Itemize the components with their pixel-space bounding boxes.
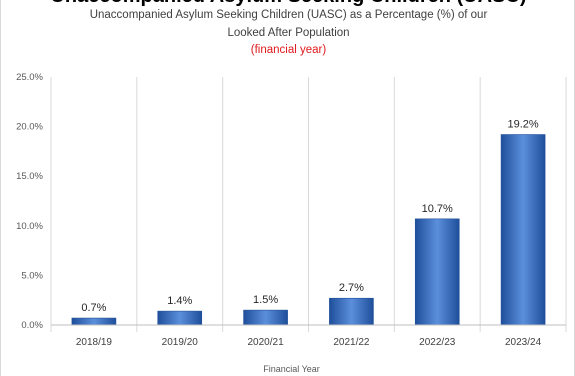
chart-title-line-2: Looked After Population xyxy=(227,27,350,39)
cut-off-heading: Unaccompanied Asylum Seeking Children (U… xyxy=(1,0,575,8)
x-tick-label: 2023/24 xyxy=(505,337,542,348)
bar xyxy=(157,310,203,326)
y-tick-label: 20.0% xyxy=(16,122,43,133)
bar xyxy=(329,297,374,326)
x-axis-title: Financial Year xyxy=(263,364,320,374)
y-tick-label: 25.0% xyxy=(16,72,43,83)
y-tick-label: 5.0% xyxy=(21,270,43,281)
x-tick-label: 2018/19 xyxy=(76,337,113,348)
x-tick-label: 2020/21 xyxy=(248,337,285,348)
data-label: 10.7% xyxy=(422,203,453,215)
y-tick-label: 15.0% xyxy=(16,171,43,182)
x-tick-label: 2022/23 xyxy=(419,337,456,348)
bar xyxy=(243,309,288,326)
bar xyxy=(414,218,460,326)
data-label: 0.7% xyxy=(81,302,106,314)
y-tick-label: 0.0% xyxy=(21,320,43,331)
data-label: 1.4% xyxy=(167,295,192,307)
x-tick-label: 2021/22 xyxy=(333,337,370,348)
bar xyxy=(500,134,546,326)
data-label: 2.7% xyxy=(339,282,364,294)
data-label: 1.5% xyxy=(253,294,278,306)
chart-subtitle: (financial year) xyxy=(250,44,327,56)
chart-title-line-1: Unaccompanied Asylum Seeking Children (U… xyxy=(89,9,488,21)
y-tick-label: 10.0% xyxy=(16,221,43,232)
data-label: 19.2% xyxy=(507,119,538,131)
x-tick-label: 2019/20 xyxy=(162,337,199,348)
bar xyxy=(71,317,117,326)
